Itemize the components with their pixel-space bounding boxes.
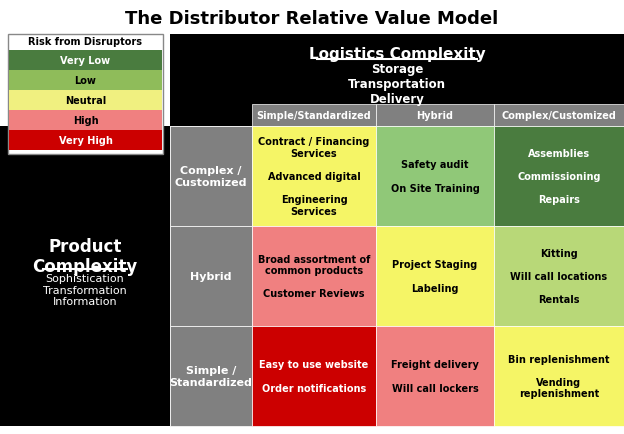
Text: Kitting

Will call locations

Rentals: Kitting Will call locations Rentals [510,248,608,305]
Bar [9,91,162,111]
Text: Risk from Disruptors: Risk from Disruptors [29,37,142,47]
Text: Product
Complexity: Product Complexity [32,237,138,276]
Bar [9,71,162,91]
Text: Complex/Customized: Complex/Customized [502,111,617,121]
Bar [376,127,494,227]
Bar [252,127,376,227]
Text: Contract / Financing
Services

Advanced digital

Engineering
Services: Contract / Financing Services Advanced d… [258,137,369,216]
Bar [170,127,252,227]
Text: Easy to use website

Order notifications: Easy to use website Order notifications [260,360,369,393]
Bar [494,227,624,326]
Text: Sophistication
Transformation
Information: Sophistication Transformation Informatio… [43,273,127,306]
Bar [9,131,162,151]
Text: Hybrid: Hybrid [416,111,454,121]
Bar [9,51,162,71]
Bar [376,326,494,426]
Text: Very High: Very High [59,136,112,146]
Bar [170,35,624,127]
Text: Simple /
Standardized: Simple / Standardized [170,365,253,387]
Bar [494,127,624,227]
Bar [376,227,494,326]
Text: Project Staging

Labeling: Project Staging Labeling [392,260,477,293]
Text: The Distributor Relative Value Model: The Distributor Relative Value Model [125,10,499,28]
Text: Logistics Complexity: Logistics Complexity [309,47,485,62]
Bar [494,326,624,426]
Text: Safety audit

On Site Training: Safety audit On Site Training [391,160,479,193]
Text: High: High [72,116,99,126]
Bar [252,326,376,426]
Bar [494,105,624,127]
Text: Storage
Transportation
Delivery: Storage Transportation Delivery [348,63,446,106]
Text: Assemblies

Commissioning

Repairs: Assemblies Commissioning Repairs [517,148,601,205]
Bar [170,326,252,426]
Bar [170,227,252,326]
Text: Simple/Standardized: Simple/Standardized [256,111,371,121]
Text: Low: Low [74,76,97,86]
Bar [9,111,162,131]
Text: Bin replenishment

Vending
replenishment: Bin replenishment Vending replenishment [509,354,610,398]
Bar [252,227,376,326]
Bar [0,127,170,426]
Text: Very Low: Very Low [61,56,110,66]
Text: Broad assortment of
common products

Customer Reviews: Broad assortment of common products Cust… [258,254,370,299]
Bar [376,105,494,127]
Text: Hybrid: Hybrid [190,271,232,281]
Bar [252,105,376,127]
Text: Neutral: Neutral [65,96,106,106]
Text: Freight delivery

Will call lockers: Freight delivery Will call lockers [391,360,479,393]
Text: Complex /
Customized: Complex / Customized [175,166,247,187]
Bar [8,35,163,155]
